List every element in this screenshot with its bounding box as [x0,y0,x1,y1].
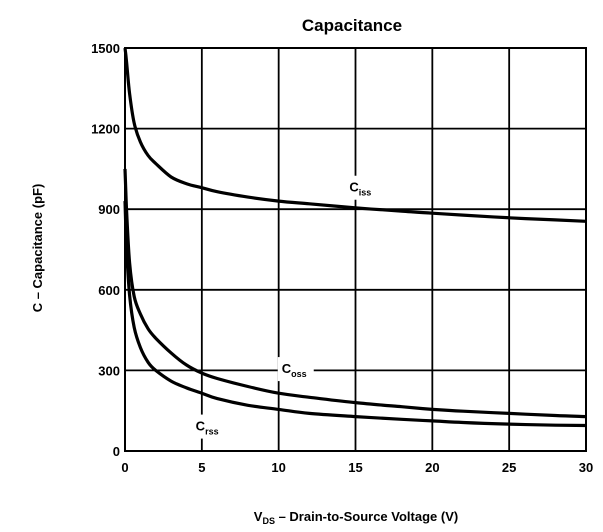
series-label-background [191,414,228,439]
x-tick-label: 0 [121,460,128,475]
y-axis-label: C – Capacitance (pF) [30,184,45,313]
series-group [123,47,587,428]
y-tick-labels: 0 300 600 900 1200 1500 [91,41,120,459]
x-axis-label-sub: DS [262,516,275,526]
y-tick-label: 600 [98,283,120,298]
series-label-sub: oss [291,369,307,379]
x-tick-label: 10 [271,460,285,475]
x-tick-labels: 0 5 10 15 20 25 30 [121,460,593,475]
series-label-coss: Coss [282,361,307,379]
series-line-crss [123,201,587,428]
x-tick-label: 30 [579,460,593,475]
series-label-crss: Crss [196,419,219,437]
x-tick-label: 25 [502,460,516,475]
series-label-sub: iss [359,188,372,198]
grid [125,48,586,451]
x-axis-label-rest: – Drain-to-Source Voltage (V) [275,509,458,524]
series-label-background [345,175,382,200]
y-tick-label: 1200 [91,122,120,137]
series-label-main: C [282,361,292,376]
chart-title: Capacitance [302,16,402,35]
series-line-ciss [123,47,587,223]
series-label-sub: rss [205,427,219,437]
series-label-main: C [349,180,359,195]
series-label-main: C [196,419,206,434]
y-tick-label: 0 [113,444,120,459]
x-tick-label: 5 [198,460,205,475]
series-label-background [277,357,314,382]
x-tick-label: 20 [425,460,439,475]
plot-frame [124,47,587,452]
y-tick-label: 300 [98,363,120,378]
series-label-ciss: Ciss [349,180,371,198]
x-axis-label-main: V [254,509,263,524]
y-tick-label: 900 [98,202,120,217]
x-axis-label: VDS – Drain-to-Source Voltage (V) [254,509,458,526]
y-tick-label: 1500 [91,41,120,56]
x-tick-label: 15 [348,460,362,475]
series-line-coss [123,168,587,419]
